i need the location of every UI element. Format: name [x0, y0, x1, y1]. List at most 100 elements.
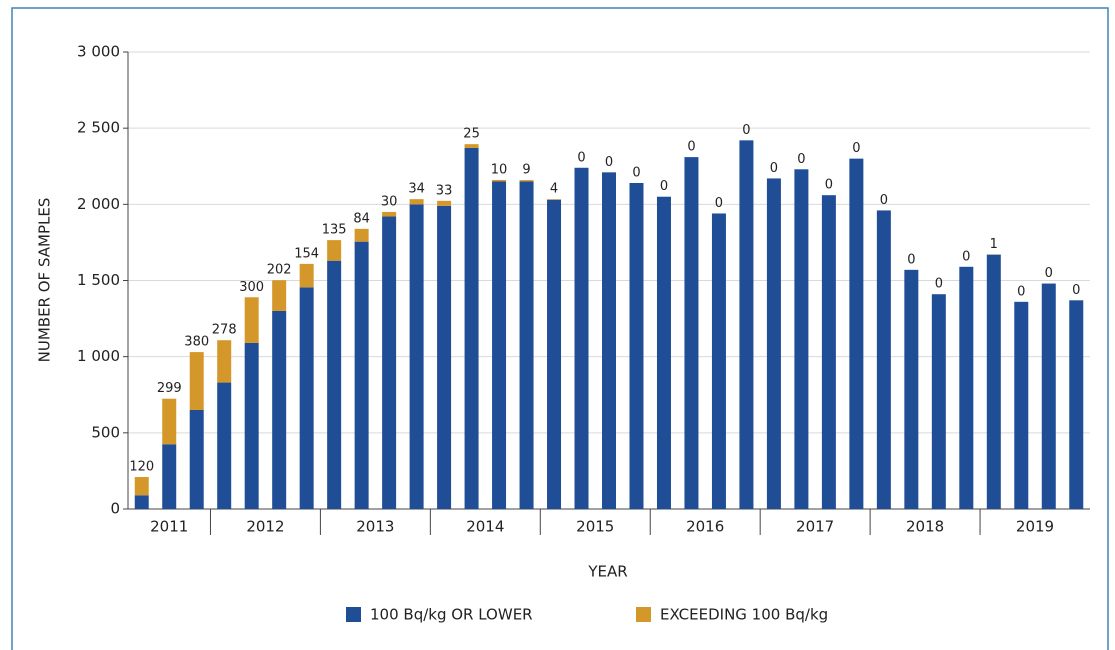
bar-segment — [409, 199, 424, 205]
bar-segment — [134, 495, 149, 509]
value-label: 1 — [990, 237, 998, 252]
bar-segment — [354, 228, 369, 242]
legend-label: EXCEEDING 100 Bq/kg — [660, 606, 828, 624]
bar-segment — [464, 147, 479, 509]
bar-segment — [794, 169, 809, 509]
value-label: 380 — [184, 335, 209, 350]
value-label: 0 — [880, 193, 888, 208]
value-label: 0 — [1072, 283, 1080, 298]
bar-segment — [189, 409, 204, 509]
value-label: 4 — [550, 182, 558, 197]
y-tick-label: 0 — [110, 500, 120, 518]
legend-swatch — [346, 607, 361, 622]
x-group-label: 2015 — [576, 518, 614, 536]
bar-segment — [821, 195, 836, 509]
y-tick-label: 1 500 — [77, 271, 120, 289]
bar-segment — [519, 180, 534, 182]
bar-segment — [327, 240, 342, 261]
bar-segment — [217, 340, 232, 383]
bar-segment — [437, 205, 452, 509]
value-label: 10 — [491, 162, 508, 177]
y-tick-label: 2 500 — [77, 119, 120, 137]
x-group-label: 2011 — [150, 518, 188, 536]
bar-segment — [409, 204, 424, 510]
value-label: 0 — [577, 150, 585, 165]
bar-segment — [629, 183, 644, 510]
bar-segment — [134, 477, 149, 496]
bar-segment — [931, 294, 946, 509]
value-label: 0 — [962, 249, 970, 264]
bar-segment — [437, 200, 452, 206]
bar-segment — [739, 140, 754, 509]
value-label: 84 — [353, 211, 370, 226]
value-label: 135 — [322, 223, 347, 238]
x-group-label: 2014 — [466, 518, 504, 536]
bar-segment — [272, 280, 287, 311]
bar-segment — [1069, 300, 1084, 509]
value-label: 25 — [463, 127, 480, 142]
bar-segment — [299, 287, 314, 509]
x-group-label: 2018 — [906, 518, 944, 536]
value-label: 0 — [632, 166, 640, 181]
bar-segment — [766, 178, 781, 510]
x-group-label: 2019 — [1016, 518, 1054, 536]
value-label: 34 — [408, 182, 425, 197]
bar-segment — [327, 260, 342, 509]
value-label: 0 — [852, 141, 860, 156]
bar-segment — [382, 216, 397, 509]
bar-segment — [1014, 301, 1029, 509]
y-axis-label: NUMBER OF SAMPLES — [36, 198, 54, 363]
bar-segment — [217, 382, 232, 509]
bar-segment — [602, 172, 616, 510]
bar-segment — [244, 342, 259, 509]
x-group-label: 2012 — [246, 518, 284, 536]
value-label: 0 — [742, 123, 750, 138]
value-label: 299 — [157, 381, 182, 396]
value-label: 300 — [239, 280, 264, 295]
x-group-label: 2013 — [356, 518, 394, 536]
value-label: 0 — [770, 161, 778, 176]
bar-segment — [244, 297, 259, 343]
bar-segment — [711, 213, 726, 509]
y-tick-label: 1 000 — [77, 347, 120, 365]
bar-segment — [189, 352, 204, 410]
bar-segment — [162, 398, 177, 445]
value-label: 278 — [212, 323, 237, 338]
value-label: 0 — [687, 140, 695, 155]
legend-label: 100 Bq/kg OR LOWER — [370, 606, 533, 624]
bar-segment — [492, 179, 507, 182]
frame — [11, 7, 1109, 650]
x-group-label: 2016 — [686, 518, 724, 536]
x-axis-label: YEAR — [587, 563, 627, 581]
y-tick-label: 500 — [91, 423, 120, 441]
value-label: 33 — [436, 183, 453, 198]
x-group-label: 2017 — [796, 518, 834, 536]
bar-segment — [354, 241, 369, 509]
value-label: 0 — [1017, 284, 1025, 299]
bar-segment — [162, 444, 177, 509]
value-label: 0 — [797, 152, 805, 167]
bar-segment — [492, 181, 507, 509]
value-label: 120 — [129, 460, 154, 475]
bar-segment — [684, 157, 699, 510]
bar-segment — [904, 269, 919, 509]
value-label: 154 — [294, 246, 319, 261]
bar-segment — [299, 263, 314, 288]
bar-segment — [656, 196, 671, 509]
value-label: 9 — [522, 163, 530, 178]
y-tick-label: 3 000 — [77, 43, 120, 61]
value-label: 202 — [267, 263, 292, 278]
value-label: 0 — [935, 277, 943, 292]
bar-segment — [547, 199, 562, 200]
legend-swatch — [636, 607, 651, 622]
bar-segment — [1041, 283, 1056, 509]
value-label: 0 — [605, 155, 613, 170]
bar-segment — [547, 199, 562, 509]
bar-segment — [574, 167, 589, 510]
bar-segment — [986, 254, 1001, 509]
value-label: 0 — [825, 178, 833, 193]
bar-segment — [876, 210, 891, 509]
value-label: 0 — [907, 252, 915, 267]
bar-segment — [959, 266, 974, 509]
